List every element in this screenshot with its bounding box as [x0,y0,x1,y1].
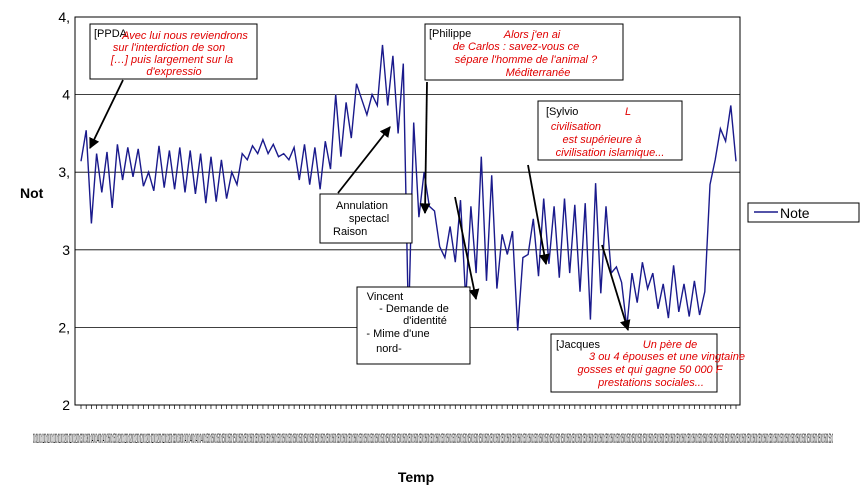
annotation-jacques-quote-3: gosses et qui gagne 50 000 F [578,364,724,376]
annotation-sylvio-speaker: [Sylvio [546,106,578,118]
annotation-sylvio-quote-3: est supérieure à [563,134,642,146]
y-axis-title: Not [20,185,44,201]
annotation-arrow-4 [527,164,550,266]
y-tick-label-2: 3, [58,164,70,180]
annotation-arrows [89,79,631,332]
annotation-sylvio-quote-4: civilisation islamique... [556,147,665,159]
x-axis-tick-labels: 00:0100:0100:0100:0100:0100:0200:0200:02… [33,430,833,446]
annotation-arrow-0 [89,79,124,149]
y-tick-label-1: 4 [62,87,70,103]
y-tick-label-5: 2 [62,397,70,413]
annotation-philippe-speaker: [Philippe [429,28,471,40]
y-tick-label-4: 2, [58,319,70,335]
annotation-annulation-line-2: spectacl [349,213,389,225]
annotation-sylvio-quote-2: civilisation [551,121,601,133]
annotation-philippe-quote-2: de Carlos : savez-vous ce [453,41,580,53]
annotation-arrow-5 [601,244,631,332]
annotation-ppda-speaker: [PPDA [94,28,128,40]
annotation-ppda-quote-3: […] puis largement sur la [110,54,233,66]
annotation-arrow-2 [419,81,431,215]
annotation-jacques: [Jacques Un père de 3 ou 4 épouses et un… [550,333,745,393]
annotation-philippe-quote-4: Méditerranée [506,67,571,79]
annotation-annulation-line-3: Raison [333,226,367,238]
annotation-annulation-line-1: Annulation [336,200,388,212]
annotation-vincent-line-5: nord- [376,343,402,355]
annotation-ppda-quote-1: Avec lui nous reviendrons [121,30,248,42]
annotation-philippe-quote-1: Alors j'en ai [503,29,561,41]
x-axis-minor-ticks [80,405,737,409]
annotation-vincent-line-2: - Demande de [379,303,449,315]
annotation-ppda: [PPDA Avec lui nous reviendrons sur l'in… [89,23,258,80]
annotation-jacques-speaker: [Jacques [556,339,601,351]
y-tick-label-3: 3 [62,242,70,258]
annotation-philippe-quote-3: sépare l'homme de l'animal ? [455,54,598,66]
annotation-sylvio: [Sylvio L civilisation est supérieure à … [537,100,683,161]
annotation-arrow-3 [454,196,480,301]
annotation-arrow-1 [337,126,391,194]
annotation-jacques-quote-4: prestations sociales... [597,377,704,389]
x-axis-title: Temp [398,469,434,485]
legend: Note [747,202,860,223]
annotation-ppda-quote-4: d'expressio [146,66,201,78]
annotation-jacques-quote-1: Un père de [643,339,697,351]
annotation-vincent: Vincent - Demande de d'identité - Mime d… [356,286,471,365]
annotation-philippe: [Philippe Alors j'en ai de Carlos : save… [424,23,624,81]
annotation-sylvio-quote-1: L [625,106,631,118]
annotation-vincent-line-3: d'identité [403,315,447,327]
annotation-ppda-quote-2: sur l'interdiction de son [113,42,225,54]
y-tick-label-0: 4, [58,9,70,25]
annotation-annulation: Annulation spectacl Raison [319,193,413,244]
annotation-vincent-line-1: Vincent [367,291,404,303]
annotation-vincent-line-4: - Mime d'une [366,328,429,340]
y-axis-ticks: 4, 4 3, 3 2, 2 [58,9,70,413]
legend-label: Note [780,205,810,221]
annotation-jacques-quote-2: 3 ou 4 épouses et une vingtaine [589,351,745,363]
